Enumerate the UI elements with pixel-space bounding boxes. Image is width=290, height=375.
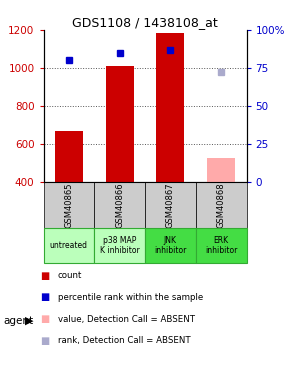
Bar (55, 131, 83, 183)
Text: ■: ■ (41, 271, 50, 280)
Bar (207, 158, 235, 183)
Text: GSM40866: GSM40866 (115, 183, 124, 228)
Text: rank, Detection Call = ABSENT: rank, Detection Call = ABSENT (58, 336, 191, 345)
Text: ERK
inhibitor: ERK inhibitor (205, 236, 237, 255)
Bar (106, 66, 134, 183)
Text: value, Detection Call = ABSENT: value, Detection Call = ABSENT (58, 315, 195, 324)
Bar (196, 228, 246, 262)
Text: GSM40867: GSM40867 (166, 183, 175, 228)
Bar (145, 183, 196, 228)
Bar (44, 183, 94, 228)
Text: ■: ■ (41, 336, 50, 346)
Bar (145, 228, 196, 262)
Text: agent: agent (3, 316, 33, 326)
Title: GDS1108 / 1438108_at: GDS1108 / 1438108_at (72, 16, 218, 29)
Bar (44, 228, 94, 262)
Bar (94, 228, 145, 262)
Text: ■: ■ (41, 314, 50, 324)
Text: JNK
inhibitor: JNK inhibitor (154, 236, 186, 255)
Bar (196, 183, 246, 228)
Text: percentile rank within the sample: percentile rank within the sample (58, 293, 203, 302)
Text: count: count (58, 271, 82, 280)
Text: ■: ■ (41, 292, 50, 302)
Bar (156, 33, 184, 183)
Text: GSM40868: GSM40868 (217, 183, 226, 228)
Text: untreated: untreated (50, 241, 88, 250)
Bar (94, 183, 145, 228)
Text: p38 MAP
K inhibitor: p38 MAP K inhibitor (100, 236, 139, 255)
Text: GSM40865: GSM40865 (64, 183, 73, 228)
Text: ▶: ▶ (25, 316, 33, 326)
